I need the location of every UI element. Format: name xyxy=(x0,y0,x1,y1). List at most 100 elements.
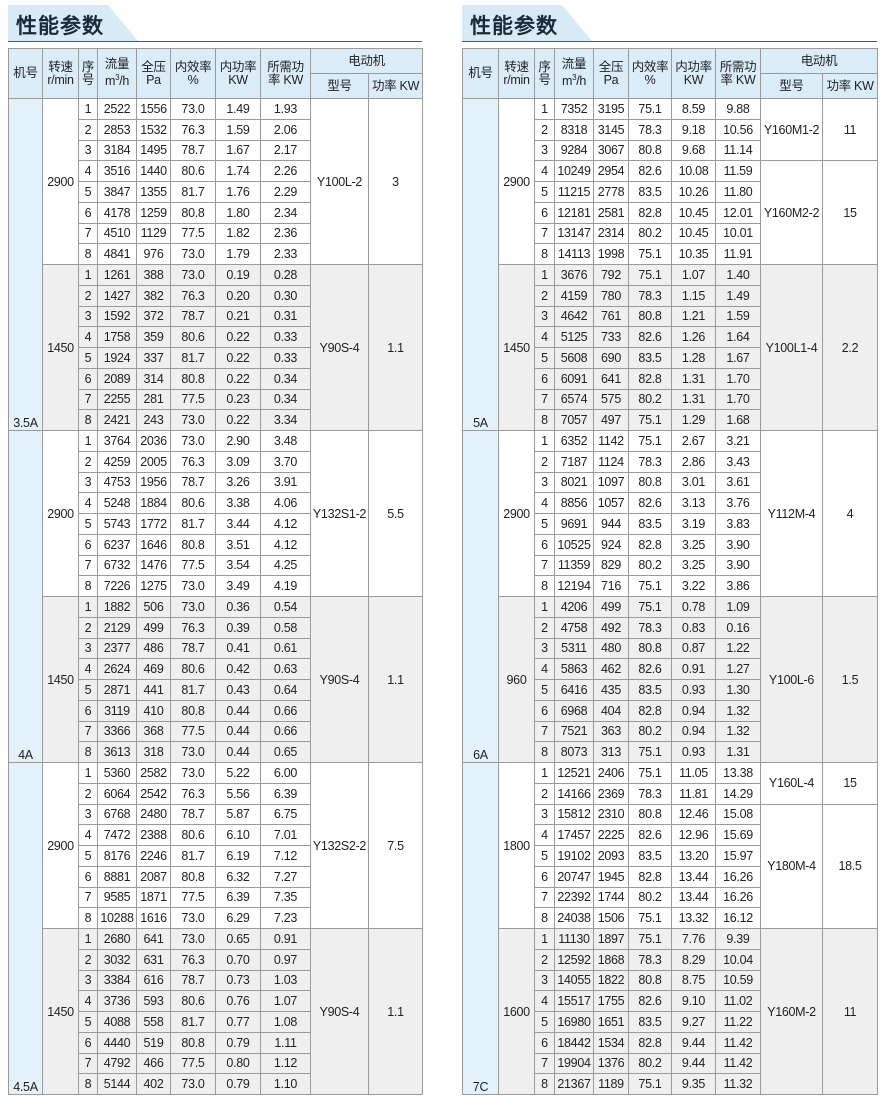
cell-efficiency: 78.7 xyxy=(170,305,216,328)
cell-inner-power: 0.78 xyxy=(671,596,716,618)
table-row: 5 8176 2246 81.7 6.19 7.12 xyxy=(9,845,423,867)
cell-required-power: 4.25 xyxy=(260,554,311,577)
cell-required-power: 15.97 xyxy=(715,845,761,867)
cell-pressure: 976 xyxy=(136,243,171,265)
header-unit: m xyxy=(561,74,573,89)
cell-seq: 3 xyxy=(534,139,555,162)
cell-pressure: 441 xyxy=(136,679,171,701)
cell-efficiency: 83.5 xyxy=(628,347,672,369)
table-row: 3 4642 761 80.8 1.21 1.59 xyxy=(463,305,878,328)
cell-flow: 8021 xyxy=(554,471,594,494)
cell-pressure: 1376 xyxy=(593,1052,629,1075)
cell-flow: 1427 xyxy=(97,284,137,307)
cell-seq: 6 xyxy=(534,699,555,722)
table-row: 7 7521 363 80.2 0.94 1.32 xyxy=(463,720,878,743)
cell-inner-power: 1.26 xyxy=(671,326,716,348)
table-row: 4 2624 469 80.6 0.42 0.63 xyxy=(9,658,423,680)
cell-seq: 1 xyxy=(534,264,555,286)
cell-flow: 8176 xyxy=(97,845,137,867)
cell-pressure: 2582 xyxy=(136,762,171,784)
cell-efficiency: 80.6 xyxy=(170,326,216,348)
cell-efficiency: 80.8 xyxy=(628,471,672,494)
header-motor-power: 功率 KW xyxy=(821,73,879,99)
cell-efficiency: 80.8 xyxy=(628,305,672,328)
cell-inner-power: 2.90 xyxy=(215,430,261,452)
cell-inner-power: 3.01 xyxy=(671,471,716,494)
cell-seq: 3 xyxy=(534,305,555,328)
cell-required-power: 10.56 xyxy=(715,118,761,141)
cell-flow: 14113 xyxy=(554,243,594,265)
table-row: 5 2871 441 81.7 0.43 0.64 xyxy=(9,679,423,701)
table-row: 2 8318 3145 78.3 9.18 10.56 xyxy=(463,118,878,141)
table-row: 3 1592 372 78.7 0.21 0.31 xyxy=(9,305,423,328)
cell-flow: 10288 xyxy=(97,907,137,929)
speed-rpm: 1450 xyxy=(498,264,535,431)
cell-required-power: 0.33 xyxy=(260,347,311,369)
cell-required-power: 3.61 xyxy=(715,471,761,494)
cell-pressure: 558 xyxy=(136,1011,171,1033)
cell-pressure: 337 xyxy=(136,347,171,369)
cell-inner-power: 0.20 xyxy=(215,284,261,307)
cell-pressure: 469 xyxy=(136,658,171,680)
cell-pressure: 1275 xyxy=(136,575,171,597)
cell-pressure: 1651 xyxy=(593,1011,629,1033)
speed-rpm: 1600 xyxy=(498,928,535,1095)
cell-seq: 7 xyxy=(534,222,555,245)
cell-inner-power: 0.73 xyxy=(215,969,261,992)
cell-seq: 8 xyxy=(78,741,98,763)
cell-flow: 24038 xyxy=(554,907,594,929)
table-row: 2 1427 382 76.3 0.20 0.30 xyxy=(9,284,423,307)
header-line: 全压 xyxy=(141,59,166,74)
table-row: 4 17457 2225 82.6 12.96 15.69 xyxy=(463,824,878,846)
cell-seq: 6 xyxy=(78,201,98,224)
cell-efficiency: 78.3 xyxy=(628,284,672,307)
cell-pressure: 2225 xyxy=(593,824,629,846)
cell-efficiency: 82.6 xyxy=(628,492,672,514)
cell-seq: 3 xyxy=(78,471,98,494)
header-line: 内功率 xyxy=(219,59,257,74)
cell-required-power: 1.10 xyxy=(260,1073,311,1095)
cell-required-power: 0.16 xyxy=(715,616,761,639)
cell-inner-power: 0.36 xyxy=(215,596,261,618)
table-row: 8 2421 243 73.0 0.22 3.34 xyxy=(9,409,423,431)
cell-inner-power: 8.59 xyxy=(671,98,716,120)
cell-seq: 3 xyxy=(534,471,555,494)
motor-model: Y160M-2 xyxy=(760,928,823,1095)
machine-number: 3.5A xyxy=(8,98,43,431)
cell-seq: 7 xyxy=(78,222,98,245)
cell-inner-power: 0.21 xyxy=(215,305,261,328)
cell-inner-power: 0.22 xyxy=(215,347,261,369)
cell-flow: 14166 xyxy=(554,782,594,805)
cell-pressure: 1142 xyxy=(593,430,629,452)
motor-model: Y132S2-2 xyxy=(310,762,369,929)
cell-flow: 14055 xyxy=(554,969,594,992)
header-machine: 机号 xyxy=(8,48,43,99)
cell-required-power: 3.70 xyxy=(260,450,311,473)
cell-seq: 2 xyxy=(534,118,555,141)
cell-flow: 3366 xyxy=(97,720,137,743)
motor-model: Y160L-4 xyxy=(760,762,823,805)
cell-seq: 2 xyxy=(78,284,98,307)
cell-inner-power: 6.19 xyxy=(215,845,261,867)
cell-inner-power: 10.45 xyxy=(671,201,716,224)
cell-required-power: 0.64 xyxy=(260,679,311,701)
table-row: 2 3032 631 76.3 0.70 0.97 xyxy=(9,948,423,971)
performance-table: 机号 转速 r/min 序号流量 m3/h 全压 Pa 内效率% 内功率 KW 所需功率 KW 电动机… xyxy=(462,48,879,1095)
cell-efficiency: 81.7 xyxy=(170,347,216,369)
header-efficiency: 内效率% xyxy=(170,48,216,99)
cell-inner-power: 9.18 xyxy=(671,118,716,141)
cell-inner-power: 1.29 xyxy=(671,409,716,431)
cell-pressure: 1897 xyxy=(593,928,629,950)
table-row: 8 12194 716 75.1 3.22 3.86 xyxy=(463,575,878,597)
cell-seq: 5 xyxy=(78,347,98,369)
cell-efficiency: 80.2 xyxy=(628,222,672,245)
cell-seq: 8 xyxy=(78,907,98,929)
cell-inner-power: 9.10 xyxy=(671,990,716,1012)
cell-seq: 1 xyxy=(78,430,98,452)
header-pressure: 全压 Pa xyxy=(136,48,171,99)
cell-flow: 2129 xyxy=(97,616,137,639)
table-row: 2 2853 1532 76.3 1.59 2.06 xyxy=(9,118,423,141)
cell-inner-power: 0.93 xyxy=(671,679,716,701)
cell-efficiency: 76.3 xyxy=(170,616,216,639)
cell-flow: 6732 xyxy=(97,554,137,577)
